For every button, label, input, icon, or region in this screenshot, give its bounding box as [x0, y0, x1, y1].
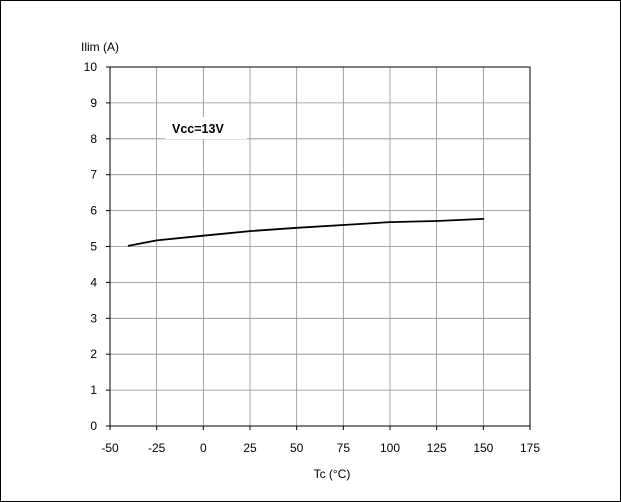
data-point — [249, 230, 251, 232]
x-tick-label: 150 — [473, 441, 493, 455]
x-tick-label: 175 — [520, 441, 540, 455]
y-tick-label: 4 — [90, 275, 97, 289]
data-point — [482, 217, 485, 220]
y-tick-label: 8 — [90, 132, 97, 146]
annotation-label: Vcc=13V — [172, 122, 224, 136]
x-axis-ticks: -50 -25 0 25 50 75 100 125 150 175 — [101, 426, 540, 455]
y-tick-label: 1 — [90, 383, 97, 397]
y-tick-label: 3 — [90, 311, 97, 325]
data-point — [342, 224, 345, 226]
data-point — [295, 226, 298, 229]
y-axis-ticks: 0 1 2 3 4 5 6 7 8 9 10 — [84, 60, 110, 433]
y-tick-label: 10 — [84, 60, 98, 74]
data-point — [389, 221, 391, 223]
y-tick-label: 6 — [90, 204, 97, 218]
x-tick-label: 100 — [380, 441, 400, 455]
x-tick-label: 75 — [337, 441, 351, 455]
y-tick-label: 2 — [90, 347, 97, 361]
data-point — [202, 234, 205, 237]
x-tick-label: 50 — [290, 441, 304, 455]
data-point — [155, 239, 158, 242]
y-tick-label: 0 — [90, 419, 97, 433]
annotation-background — [165, 117, 247, 139]
y-axis-label: Ilim (A) — [81, 40, 119, 54]
y-tick-label: 5 — [90, 240, 97, 254]
series-line — [128, 218, 484, 247]
x-tick-label: 125 — [427, 441, 447, 455]
x-tick-label: 0 — [200, 441, 207, 455]
x-axis-label: Tc (°C) — [314, 467, 351, 481]
data-point — [127, 244, 130, 247]
data-point — [435, 220, 438, 222]
x-tick-label: -50 — [101, 441, 119, 455]
x-tick-label: -25 — [148, 441, 166, 455]
y-tick-label: 7 — [90, 168, 97, 182]
series-group — [127, 217, 485, 247]
y-tick-label: 9 — [90, 96, 97, 110]
x-tick-label: 25 — [243, 441, 257, 455]
